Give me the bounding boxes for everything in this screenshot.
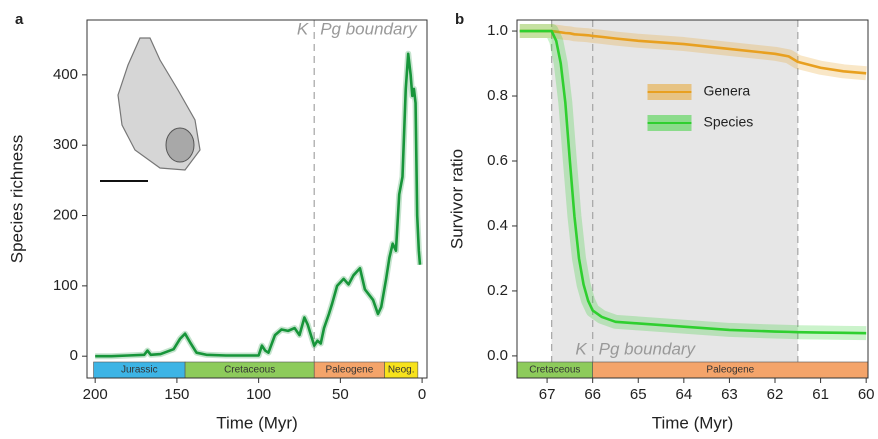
x-tick-label: 63 <box>721 386 738 403</box>
line <box>95 52 422 358</box>
y-axis-label: Species richness <box>7 135 26 264</box>
y-tick-label: 0.2 <box>487 282 508 299</box>
y-tick-label: 1.0 <box>487 22 508 39</box>
y-axis-label: Survivor ratio <box>447 149 466 249</box>
x-tick-label: 65 <box>630 386 647 403</box>
x-tick-label: 66 <box>584 386 601 403</box>
axes-frame <box>516 19 869 379</box>
panel-label: a <box>15 11 24 28</box>
x-axis-label: Time (Myr) <box>216 413 298 432</box>
boundary-label-right: Pg boundary <box>599 339 697 358</box>
legend-label: Genera <box>704 83 751 99</box>
snail-aperture <box>165 127 195 163</box>
y-tick-label: 0.0 <box>487 347 508 364</box>
x-tick-label: 61 <box>812 386 829 403</box>
y-tick-label: 100 <box>53 277 78 294</box>
y-tick-label: 0 <box>70 347 78 364</box>
y-tick-label: 200 <box>53 206 78 223</box>
x-tick-label: 67 <box>539 386 556 403</box>
period-label: Cretaceous <box>529 365 580 376</box>
x-tick-label: 62 <box>767 386 784 403</box>
period-label: Paleogene <box>325 365 373 376</box>
period-label: Jurassic <box>121 365 158 376</box>
x-tick-label: 60 <box>858 386 875 403</box>
x-tick-label: 50 <box>332 386 349 403</box>
x-tick-label: 100 <box>246 386 271 403</box>
axes-frame <box>86 19 428 379</box>
plot-area <box>517 20 868 378</box>
panel-label: b <box>455 11 464 28</box>
y-tick-label: 300 <box>53 136 78 153</box>
y-tick-label: 400 <box>53 66 78 83</box>
boundary-label-right: Pg boundary <box>320 19 418 38</box>
snail-illustration <box>100 37 201 182</box>
x-tick-label: 0 <box>418 386 426 403</box>
period-label: Paleogene <box>706 365 754 376</box>
x-tick-label: 64 <box>675 386 692 403</box>
plot-area <box>93 20 423 378</box>
y-tick-label: 0.6 <box>487 152 508 169</box>
boundary-label-left: K <box>575 339 587 358</box>
x-tick-label: 200 <box>83 386 108 403</box>
x-axis-label: Time (Myr) <box>652 413 734 432</box>
y-tick-label: 0.4 <box>487 217 508 234</box>
boundary-label-left: K <box>297 19 309 38</box>
period-label: Cretaceous <box>224 365 275 376</box>
x-tick-label: 150 <box>164 386 189 403</box>
line <box>519 29 867 75</box>
period-label: Neog. <box>388 365 415 376</box>
boundary-shade <box>551 20 798 378</box>
line <box>519 29 867 335</box>
period-bar <box>384 361 419 378</box>
legend-label: Species <box>704 114 754 130</box>
y-tick-label: 0.8 <box>487 87 508 104</box>
